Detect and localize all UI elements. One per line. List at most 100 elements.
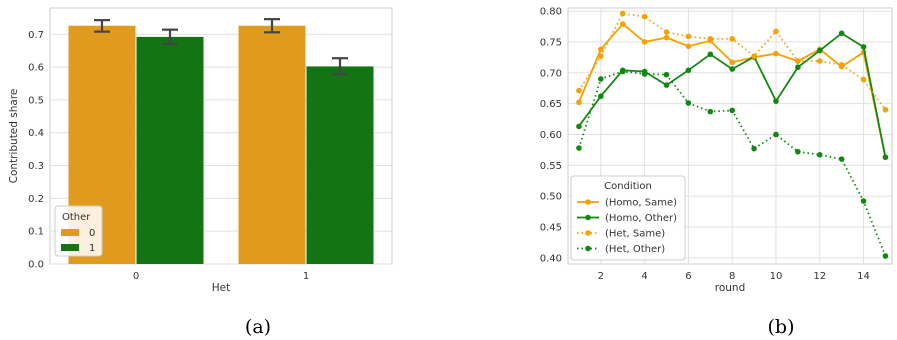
data-point — [663, 34, 670, 41]
data-point — [860, 198, 867, 204]
y-tick-label-b: 0.60 — [540, 130, 562, 141]
data-point — [598, 46, 604, 53]
data-point — [663, 71, 670, 78]
data-point — [685, 67, 692, 74]
legend-marker-b — [585, 199, 591, 205]
data-point — [685, 43, 692, 50]
bar — [136, 36, 204, 264]
y-tick-label-a: 0.0 — [28, 260, 44, 271]
legend-swatch-a — [61, 244, 79, 251]
x-axis-label-a: Het — [212, 282, 230, 294]
data-point — [707, 36, 714, 42]
y-tick-label-a: 0.4 — [28, 128, 44, 139]
bar — [238, 25, 306, 264]
data-point — [619, 68, 626, 75]
legend-title-a: Other — [62, 212, 91, 223]
legend-marker-b — [585, 214, 591, 221]
data-point — [838, 156, 845, 162]
data-point — [729, 36, 735, 42]
y-tick-label-b: 0.65 — [540, 99, 562, 110]
data-point — [663, 82, 670, 88]
y-tick-label-a: 0.1 — [28, 227, 44, 238]
data-point — [860, 76, 867, 83]
y-tick-label-b: 0.45 — [540, 222, 562, 233]
x-tick-label-b: 6 — [685, 271, 691, 282]
legend-label-b: (Homo, Other) — [605, 213, 677, 224]
legend-marker-b — [585, 230, 591, 236]
data-point — [729, 107, 735, 114]
data-point — [685, 100, 692, 106]
x-tick-label-b: 8 — [729, 271, 735, 282]
x-tick-label-b: 2 — [598, 271, 604, 282]
data-point — [619, 21, 626, 27]
data-point — [882, 106, 889, 113]
legend-marker-b — [585, 245, 591, 252]
x-tick-label-a: 1 — [303, 271, 309, 282]
legend-label-b: (Het, Other) — [605, 244, 665, 255]
x-axis-label-b: round — [715, 282, 746, 294]
data-point — [816, 152, 823, 158]
data-point — [729, 66, 735, 72]
data-point — [882, 154, 889, 161]
x-tick-label-b: 12 — [813, 271, 826, 282]
x-tick-label-a: 0 — [133, 271, 139, 282]
data-point — [838, 30, 845, 37]
x-tick-label-b: 4 — [641, 271, 647, 282]
data-point — [795, 148, 801, 155]
y-tick-label-b: 0.40 — [540, 253, 562, 264]
data-point — [598, 53, 604, 59]
legend-title-b: Condition — [604, 181, 652, 192]
legend-label-b: (Het, Same) — [605, 229, 665, 240]
data-point — [685, 33, 692, 40]
caption-a: (a) — [245, 316, 271, 338]
y-tick-label-a: 0.2 — [28, 194, 44, 205]
legend-swatch-a — [61, 229, 79, 236]
y-axis-label-a: Contributed share — [8, 89, 20, 184]
data-point — [576, 145, 582, 151]
panel-b-line-chart: 0.40 0.45 0.50 0.55 0.60 0.65 0.70 0.75 0.80 2 4 6 8… — [540, 7, 893, 294]
data-point — [795, 58, 801, 64]
legend-box-b — [570, 175, 686, 261]
data-point — [838, 61, 845, 68]
x-tick-label-b: 14 — [857, 271, 870, 282]
panel-a-bar-chart: 0.0 0.1 0.2 0.3 0.4 0.5 0.6 0.7 0 1 Het Contributed… — [8, 7, 393, 294]
data-point — [707, 51, 714, 58]
y-tick-label-b: 0.55 — [540, 161, 562, 172]
x-tick-label-b: 10 — [770, 271, 783, 282]
y-tick-label-b: 0.80 — [540, 7, 562, 18]
data-point — [598, 93, 604, 100]
data-point — [816, 58, 823, 64]
data-point — [751, 145, 757, 152]
data-point — [773, 50, 779, 57]
y-tick-label-a: 0.5 — [28, 95, 44, 106]
data-point — [751, 53, 757, 59]
data-point — [707, 108, 714, 115]
y-tick-label-b: 0.50 — [540, 192, 562, 203]
legend-label-b: (Homo, Same) — [605, 198, 677, 209]
data-point — [882, 253, 889, 259]
bar — [306, 66, 374, 265]
data-point — [619, 10, 626, 17]
data-point — [860, 44, 867, 50]
data-point — [641, 39, 648, 45]
data-point — [641, 13, 648, 20]
data-point — [773, 131, 779, 138]
data-point — [598, 76, 604, 82]
data-point — [576, 123, 582, 130]
caption-b: (b) — [768, 316, 795, 338]
data-point — [773, 98, 779, 104]
y-tick-label-a: 0.3 — [28, 161, 44, 172]
y-tick-label-a: 0.6 — [28, 63, 44, 74]
data-point — [729, 59, 735, 66]
data-point — [641, 71, 648, 77]
legend-label-a: 0 — [89, 228, 95, 239]
data-point — [795, 64, 801, 71]
data-point — [773, 28, 779, 35]
y-tick-label-a: 0.7 — [28, 30, 44, 41]
legend-label-a: 1 — [89, 243, 95, 254]
data-point — [576, 87, 582, 94]
y-tick-label-b: 0.75 — [540, 37, 562, 48]
data-point — [576, 99, 582, 106]
y-tick-label-b: 0.70 — [540, 68, 562, 79]
